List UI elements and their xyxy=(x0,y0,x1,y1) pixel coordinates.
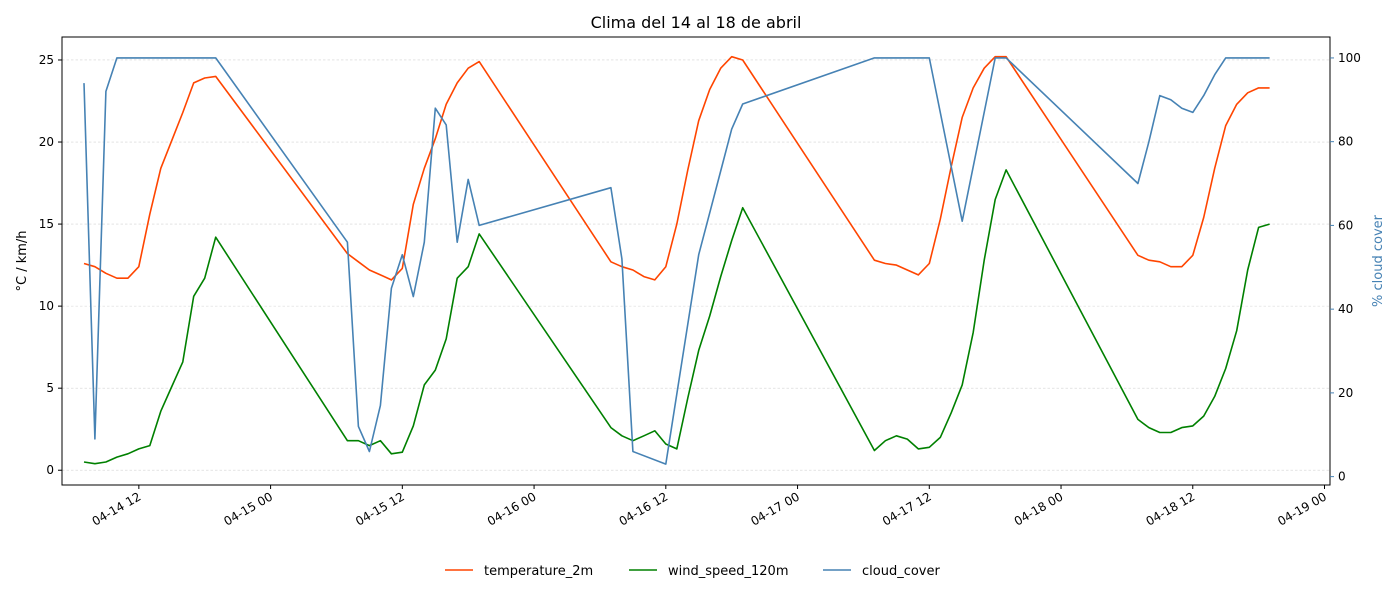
y-left-tick-label-4: 20 xyxy=(39,135,54,149)
series-line-cloud_cover xyxy=(83,57,1270,465)
y-left-tick-label-5: 25 xyxy=(39,53,54,67)
legend-label-cloud_cover: cloud_cover xyxy=(862,564,940,579)
y-right-tick-label-1: 20 xyxy=(1338,386,1353,400)
chart-title: Clima del 14 al 18 de abril xyxy=(591,13,802,32)
y-right-tick-label-4: 80 xyxy=(1338,135,1353,149)
series-line-wind_speed_120m xyxy=(83,169,1270,465)
y-left-tick-label-3: 15 xyxy=(39,217,54,231)
y-axis-right-title: % cloud cover xyxy=(1371,214,1386,307)
legend-label-temperature_2m: temperature_2m xyxy=(484,564,593,579)
y-left-tick-label-2: 10 xyxy=(39,299,54,313)
y-right-tick-label-0: 0 xyxy=(1338,470,1346,484)
plot-frame xyxy=(61,36,1331,486)
series-layer xyxy=(83,55,1270,465)
legend-label-wind_speed_120m: wind_speed_120m xyxy=(668,564,789,579)
y-right-tick-label-5: 100 xyxy=(1338,51,1361,65)
legend: temperature_2m wind_speed_120m cloud_cover xyxy=(445,564,940,579)
y-right-tick-label-2: 40 xyxy=(1338,302,1353,316)
y-left-tick-label-1: 5 xyxy=(46,381,54,395)
y-right-tick-label-3: 60 xyxy=(1338,218,1353,232)
series-line-temperature_2m xyxy=(83,55,1270,281)
y-axis-left-title: °C / km/h xyxy=(15,230,30,291)
y-left-tick-label-0: 0 xyxy=(46,463,54,477)
